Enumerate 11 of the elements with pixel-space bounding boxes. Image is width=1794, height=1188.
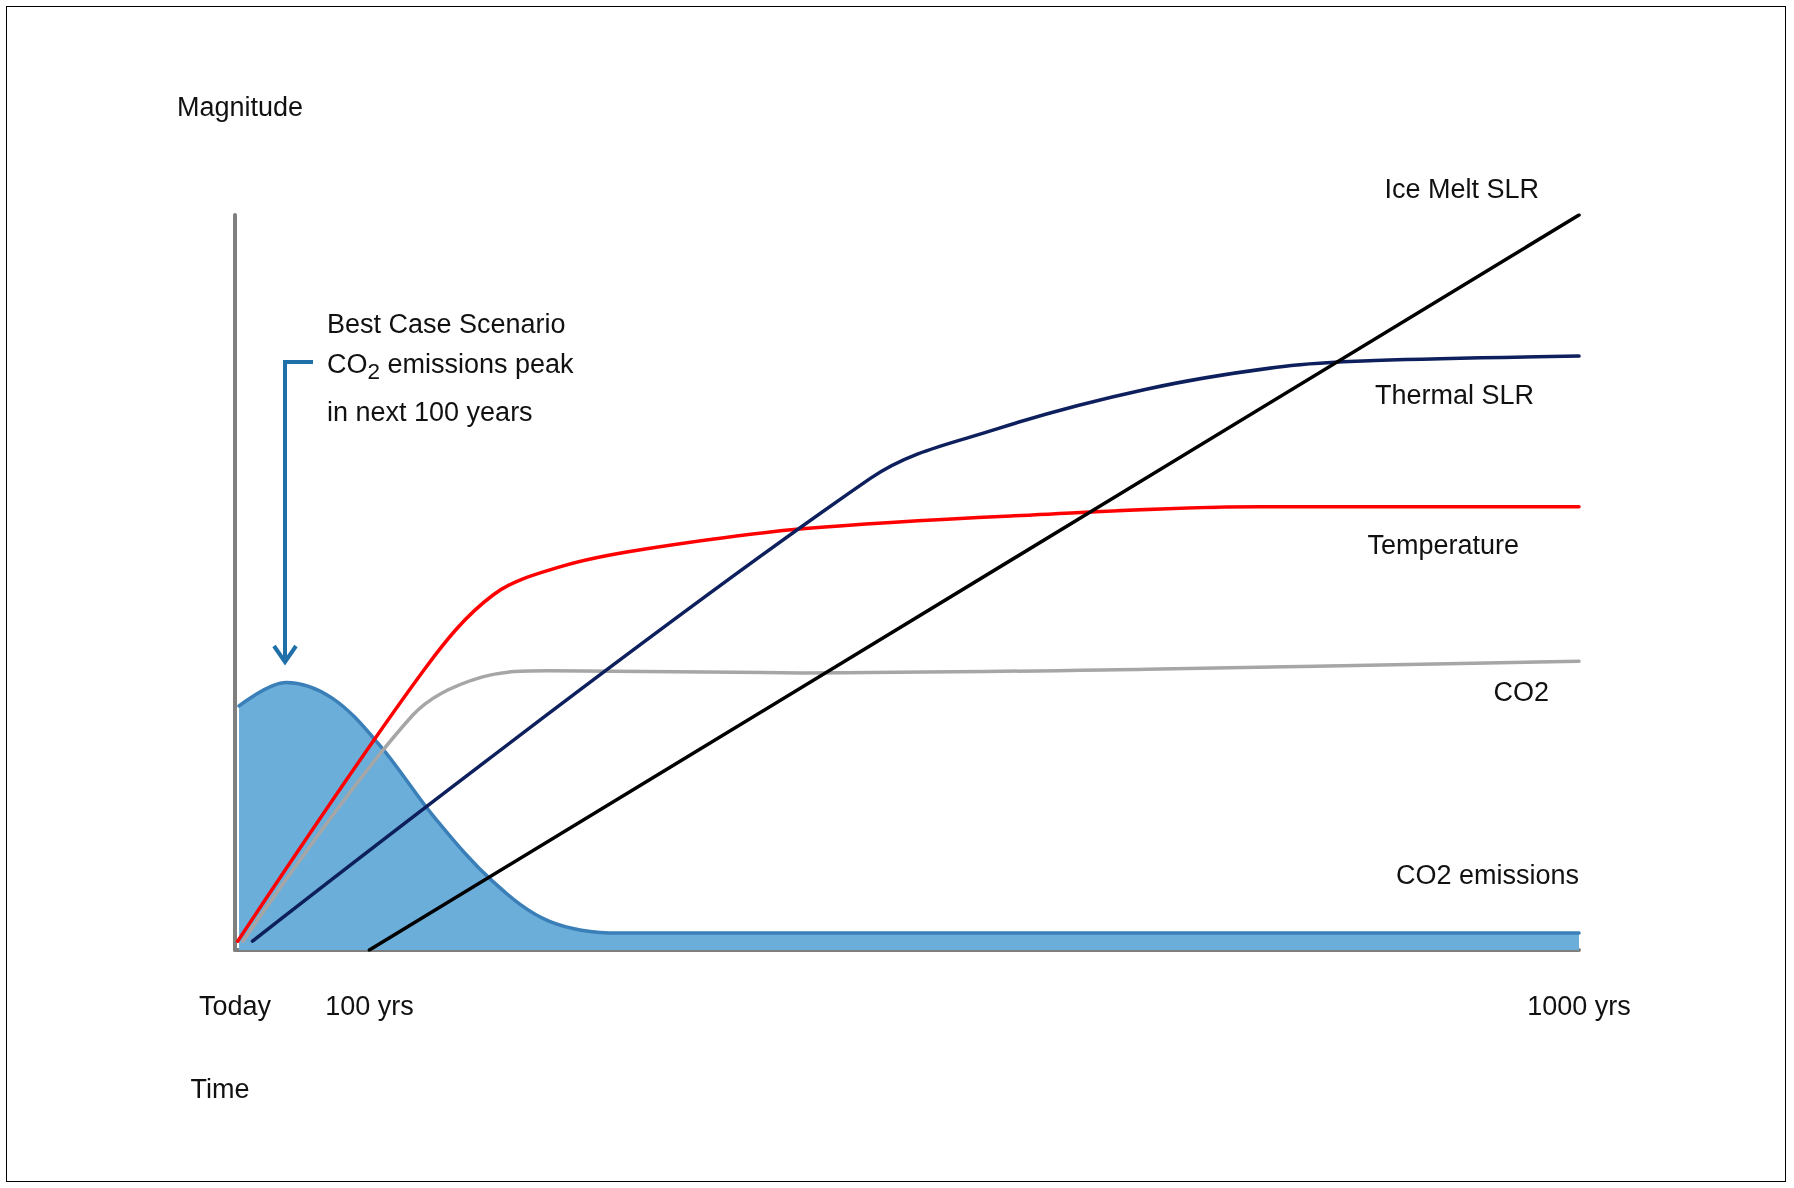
annotation: Best Case Scenario CO$_{2}$ emissions peak in next 100 years (327, 308, 574, 430)
series-label: CO2 emissions (1395, 859, 1579, 890)
series-label: Thermal SLR (1374, 379, 1534, 410)
x-tick-label: Today (198, 990, 272, 1021)
x-tick-label: 100 yrs (325, 990, 414, 1021)
x-axis-title: Time (190, 1073, 250, 1104)
series-label: Temperature (1367, 530, 1519, 561)
series-label: Ice Melt SLR (1384, 173, 1539, 204)
x-tick-label: 1000 yrs (1527, 990, 1631, 1021)
series-label: CO2 (1493, 676, 1549, 707)
y-axis-title: Magnitude (176, 91, 304, 122)
